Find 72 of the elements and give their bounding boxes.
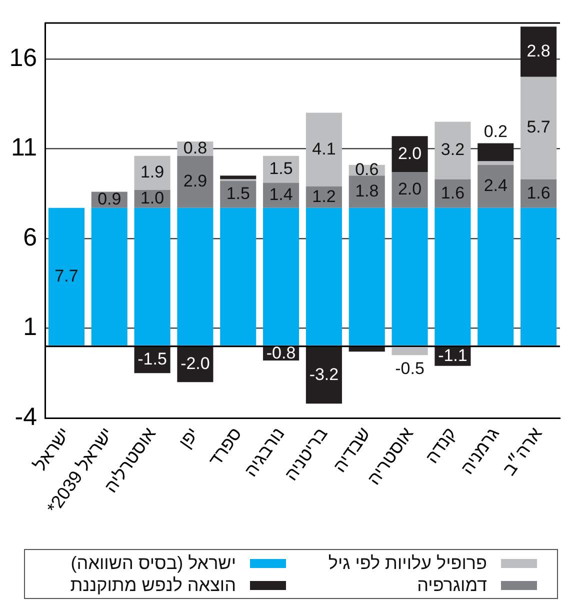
data-label: 1.5 — [226, 184, 250, 204]
bar — [392, 346, 428, 356]
bar — [520, 26, 557, 77]
bar — [478, 143, 514, 162]
data-label: -0.8 — [266, 343, 296, 362]
bar — [392, 208, 428, 346]
y-tick-label: 11 — [11, 134, 37, 162]
data-label: 0.8 — [183, 138, 208, 158]
bar — [263, 156, 300, 183]
bar — [306, 208, 342, 346]
bar — [520, 179, 557, 208]
bar — [177, 208, 214, 346]
data-label: 1.4 — [269, 185, 293, 204]
bar — [306, 346, 342, 404]
bar — [263, 208, 300, 346]
bar — [520, 208, 557, 346]
bar — [434, 208, 471, 346]
data-label: 1.5 — [269, 159, 293, 178]
legend-label: דמוגרפיה — [417, 574, 487, 596]
data-label: 1.2 — [312, 186, 336, 206]
bar — [91, 208, 128, 346]
bar — [478, 161, 514, 165]
bar — [306, 112, 342, 186]
legend-label: פרופיל עלויות לפי גיל — [328, 552, 487, 574]
x-tick-label: ספרד — [204, 424, 246, 470]
legend-label: ישראל (בסיס השוואה) — [70, 552, 236, 574]
bar — [220, 181, 256, 208]
bar — [520, 76, 557, 180]
data-label: 1.9 — [140, 162, 164, 182]
data-label: -3.2 — [309, 364, 339, 384]
bar — [134, 156, 170, 190]
bar — [348, 176, 385, 208]
bar — [478, 208, 514, 346]
y-tick-label: 16 — [9, 44, 37, 72]
y-tick-label: -4 — [14, 402, 38, 431]
data-label: 5.7 — [526, 118, 550, 137]
bar — [478, 164, 514, 208]
data-label: 1.0 — [140, 188, 164, 208]
bar — [48, 208, 84, 346]
data-label: 2.8 — [526, 41, 550, 60]
bar — [134, 208, 170, 346]
bar — [434, 179, 471, 208]
bar — [434, 122, 471, 180]
bar — [392, 136, 428, 172]
x-tick-label: יפן — [174, 424, 203, 452]
bar — [348, 346, 385, 352]
data-label: 2.0 — [398, 144, 422, 163]
legend-label: הוצאה לנפש מתוקננת — [70, 574, 236, 596]
data-label: 1.6 — [526, 183, 550, 202]
bar — [220, 208, 256, 346]
y-tick-label: 6 — [23, 223, 37, 252]
data-label: 7.7 — [54, 266, 78, 286]
y-tick-label: 1 — [23, 313, 37, 342]
data-label: 2.0 — [398, 180, 422, 199]
data-label: 0.6 — [355, 160, 379, 179]
data-label: 0.2 — [484, 122, 508, 141]
data-label: 3.2 — [440, 140, 465, 160]
bar — [392, 172, 428, 208]
bar — [348, 208, 385, 346]
data-label: 2.9 — [183, 172, 208, 191]
data-label: -1.1 — [438, 346, 468, 366]
data-label: -2.0 — [180, 354, 210, 374]
data-label: 1.6 — [440, 183, 465, 202]
data-label: 1.8 — [355, 181, 379, 200]
data-label: 2.4 — [484, 176, 508, 196]
bar — [177, 346, 214, 382]
data-label: 4.1 — [312, 139, 336, 158]
data-label: -1.5 — [138, 350, 167, 369]
data-label: -0.5 — [395, 358, 424, 378]
bar — [177, 156, 214, 208]
data-label: 0.9 — [98, 190, 122, 209]
bar — [220, 176, 256, 180]
